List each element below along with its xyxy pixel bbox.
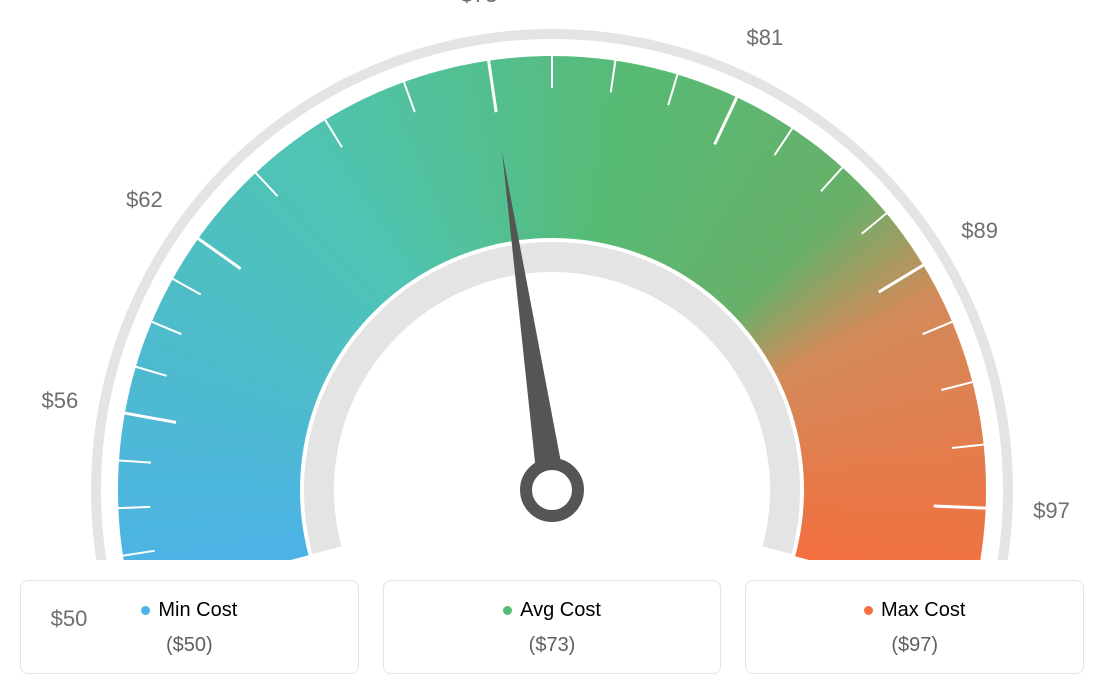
- gauge-area: $50$56$62$73$81$89$97: [20, 20, 1084, 560]
- legend-dot-min: [141, 606, 150, 615]
- legend-label-max: Max Cost: [881, 599, 965, 622]
- legend-row: Min Cost ($50) Avg Cost ($73) Max Cost (…: [20, 580, 1084, 674]
- legend-label-min: Min Cost: [158, 599, 237, 622]
- legend-value-max: ($97): [756, 634, 1073, 657]
- tick-label: $56: [42, 388, 79, 414]
- legend-value-avg: ($73): [394, 634, 711, 657]
- legend-value-min: ($50): [31, 634, 348, 657]
- legend-title-max: Max Cost: [864, 599, 965, 622]
- tick-label: $89: [961, 218, 998, 244]
- tick-label: $97: [1033, 498, 1070, 524]
- legend-title-avg: Avg Cost: [503, 599, 601, 622]
- legend-dot-max: [864, 606, 873, 615]
- tick-label: $62: [126, 187, 163, 213]
- tick-label: $73: [461, 0, 498, 8]
- legend-card-max: Max Cost ($97): [745, 580, 1084, 674]
- gauge-chart: $50$56$62$73$81$89$97 Min Cost ($50) Avg…: [20, 20, 1084, 674]
- gauge-svg: [20, 20, 1084, 560]
- legend-label-avg: Avg Cost: [520, 599, 601, 622]
- tick-label: $50: [51, 606, 88, 632]
- legend-title-min: Min Cost: [141, 599, 237, 622]
- tick-label: $81: [747, 25, 784, 51]
- gauge-pivot: [526, 464, 578, 516]
- legend-dot-avg: [503, 606, 512, 615]
- legend-card-avg: Avg Cost ($73): [383, 580, 722, 674]
